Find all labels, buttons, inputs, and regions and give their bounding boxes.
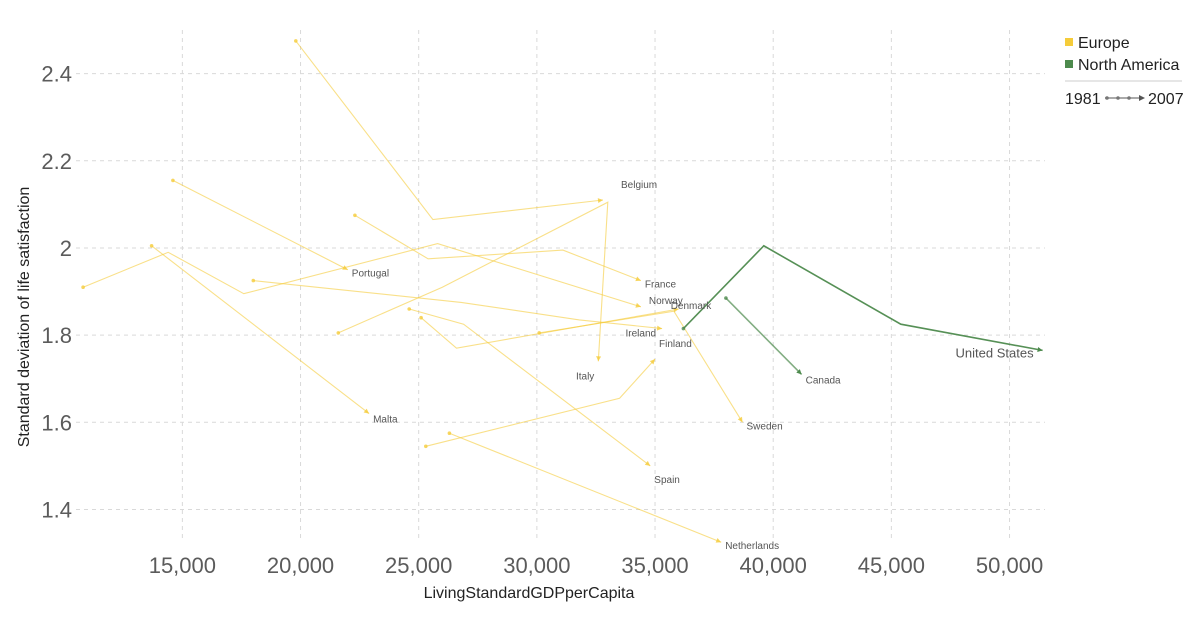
series-start-point[interactable] <box>724 296 728 300</box>
series-line-france[interactable] <box>354 214 642 282</box>
series-line-spain[interactable] <box>409 308 651 467</box>
x-tick-label: 25,000 <box>385 553 452 578</box>
series-norway[interactable] <box>81 243 642 310</box>
series-sweden[interactable] <box>537 310 744 423</box>
series-start-point[interactable] <box>419 315 423 320</box>
series-end-arrow <box>649 359 655 365</box>
legend-time-end: 2007 <box>1148 91 1184 108</box>
x-tick-label: 35,000 <box>621 553 688 578</box>
series-start-point[interactable] <box>681 326 686 331</box>
series-label-ireland: Ireland <box>626 329 657 340</box>
series-canada[interactable] <box>724 296 803 376</box>
series-layer <box>81 39 1043 544</box>
series-line-norway[interactable] <box>82 243 642 308</box>
x-tick-label: 20,000 <box>267 553 334 578</box>
series-line-ireland[interactable] <box>253 280 663 330</box>
legend-time-arrow-icon <box>1105 95 1145 101</box>
series-spain[interactable] <box>407 307 651 468</box>
series-line-sweden[interactable] <box>539 310 743 423</box>
legend[interactable]: Europe North America 1981 2007 <box>1065 35 1184 108</box>
series-line-finland[interactable] <box>425 358 656 447</box>
series-end-arrow <box>1037 347 1043 352</box>
legend-time-start: 1981 <box>1065 91 1101 108</box>
series-end-arrow <box>635 302 641 308</box>
series-belgium[interactable] <box>294 39 604 221</box>
series-start-point[interactable] <box>336 331 341 335</box>
y-tick-label: 2 <box>60 236 72 261</box>
series-italy[interactable] <box>336 201 609 362</box>
x-tick-label: 40,000 <box>740 553 807 578</box>
series-label-france: France <box>645 280 677 291</box>
series-netherlands[interactable] <box>447 431 723 544</box>
series-ireland[interactable] <box>251 278 663 331</box>
series-finland[interactable] <box>424 357 657 449</box>
series-label-netherlands: Netherlands <box>725 541 779 552</box>
series-malta[interactable] <box>149 244 371 416</box>
series-label-finland: Finland <box>659 339 692 350</box>
series-start-point[interactable] <box>447 431 452 436</box>
series-end-arrow <box>596 356 602 362</box>
series-label-italy: Italy <box>576 371 594 382</box>
x-tick-label: 45,000 <box>858 553 925 578</box>
series-united-states[interactable] <box>681 244 1043 353</box>
series-end-arrow <box>644 460 651 466</box>
series-start-point[interactable] <box>407 307 412 311</box>
series-label-norway: Norway <box>649 296 683 307</box>
series-label-malta: Malta <box>373 415 398 426</box>
series-end-arrow <box>796 369 802 375</box>
series-line-italy[interactable] <box>338 201 609 362</box>
y-axis-title: Standard deviation of life satisfaction <box>16 187 33 448</box>
grid-layer <box>76 30 1045 540</box>
series-line-united-states[interactable] <box>682 244 1043 352</box>
y-tick-label: 1.8 <box>41 323 72 348</box>
series-line-belgium[interactable] <box>295 40 604 221</box>
y-tick-label: 2.2 <box>41 149 72 174</box>
series-line-malta[interactable] <box>151 245 370 415</box>
series-end-arrow <box>597 198 603 204</box>
series-france[interactable] <box>353 213 642 283</box>
series-start-point[interactable] <box>537 331 541 335</box>
series-start-point[interactable] <box>353 213 357 218</box>
series-end-arrow <box>363 408 370 414</box>
series-label-sweden: Sweden <box>747 421 783 432</box>
x-tick-label: 15,000 <box>149 553 216 578</box>
series-start-point[interactable] <box>81 285 85 290</box>
x-tick-label: 30,000 <box>503 553 570 578</box>
x-axis-title: LivingStandardGDPperCapita <box>424 585 635 602</box>
legend-swatch-europe <box>1065 38 1073 46</box>
series-end-arrow <box>737 416 743 423</box>
legend-label-north-america[interactable]: North America <box>1078 57 1179 74</box>
series-label-belgium: Belgium <box>621 180 657 191</box>
series-start-point[interactable] <box>294 39 298 43</box>
legend-label-europe[interactable]: Europe <box>1078 35 1130 52</box>
y-tick-label: 1.6 <box>41 410 72 435</box>
series-line-portugal[interactable] <box>172 179 349 271</box>
y-tick-label: 1.4 <box>41 497 72 522</box>
series-label-spain: Spain <box>654 475 680 486</box>
x-tick-label: 50,000 <box>976 553 1043 578</box>
series-denmark[interactable] <box>419 307 679 349</box>
series-line-canada[interactable] <box>725 297 803 375</box>
series-start-point[interactable] <box>171 178 175 183</box>
series-label-denmark: Denmark <box>671 301 713 312</box>
series-line-netherlands[interactable] <box>449 432 722 543</box>
series-end-arrow <box>715 538 722 543</box>
series-end-arrow <box>656 325 663 331</box>
tick-layer: 15,000 20,000 25,000 30,000 35,000 40,000 45,0… <box>41 62 1043 578</box>
series-label-portugal: Portugal <box>352 269 389 280</box>
series-start-point[interactable] <box>149 244 154 248</box>
series-start-point[interactable] <box>424 444 428 449</box>
y-tick-label: 2.4 <box>41 62 72 87</box>
series-end-arrow <box>635 276 641 282</box>
series-portugal[interactable] <box>171 178 349 272</box>
series-label-canada: Canada <box>806 375 841 386</box>
label-layer: Belgium Portugal France Norway Ireland Denmar… <box>352 180 1034 552</box>
series-start-point[interactable] <box>251 278 256 283</box>
series-label-united-states: United States <box>956 345 1035 360</box>
legend-swatch-north-america <box>1065 60 1073 68</box>
series-end-arrow <box>673 307 679 313</box>
